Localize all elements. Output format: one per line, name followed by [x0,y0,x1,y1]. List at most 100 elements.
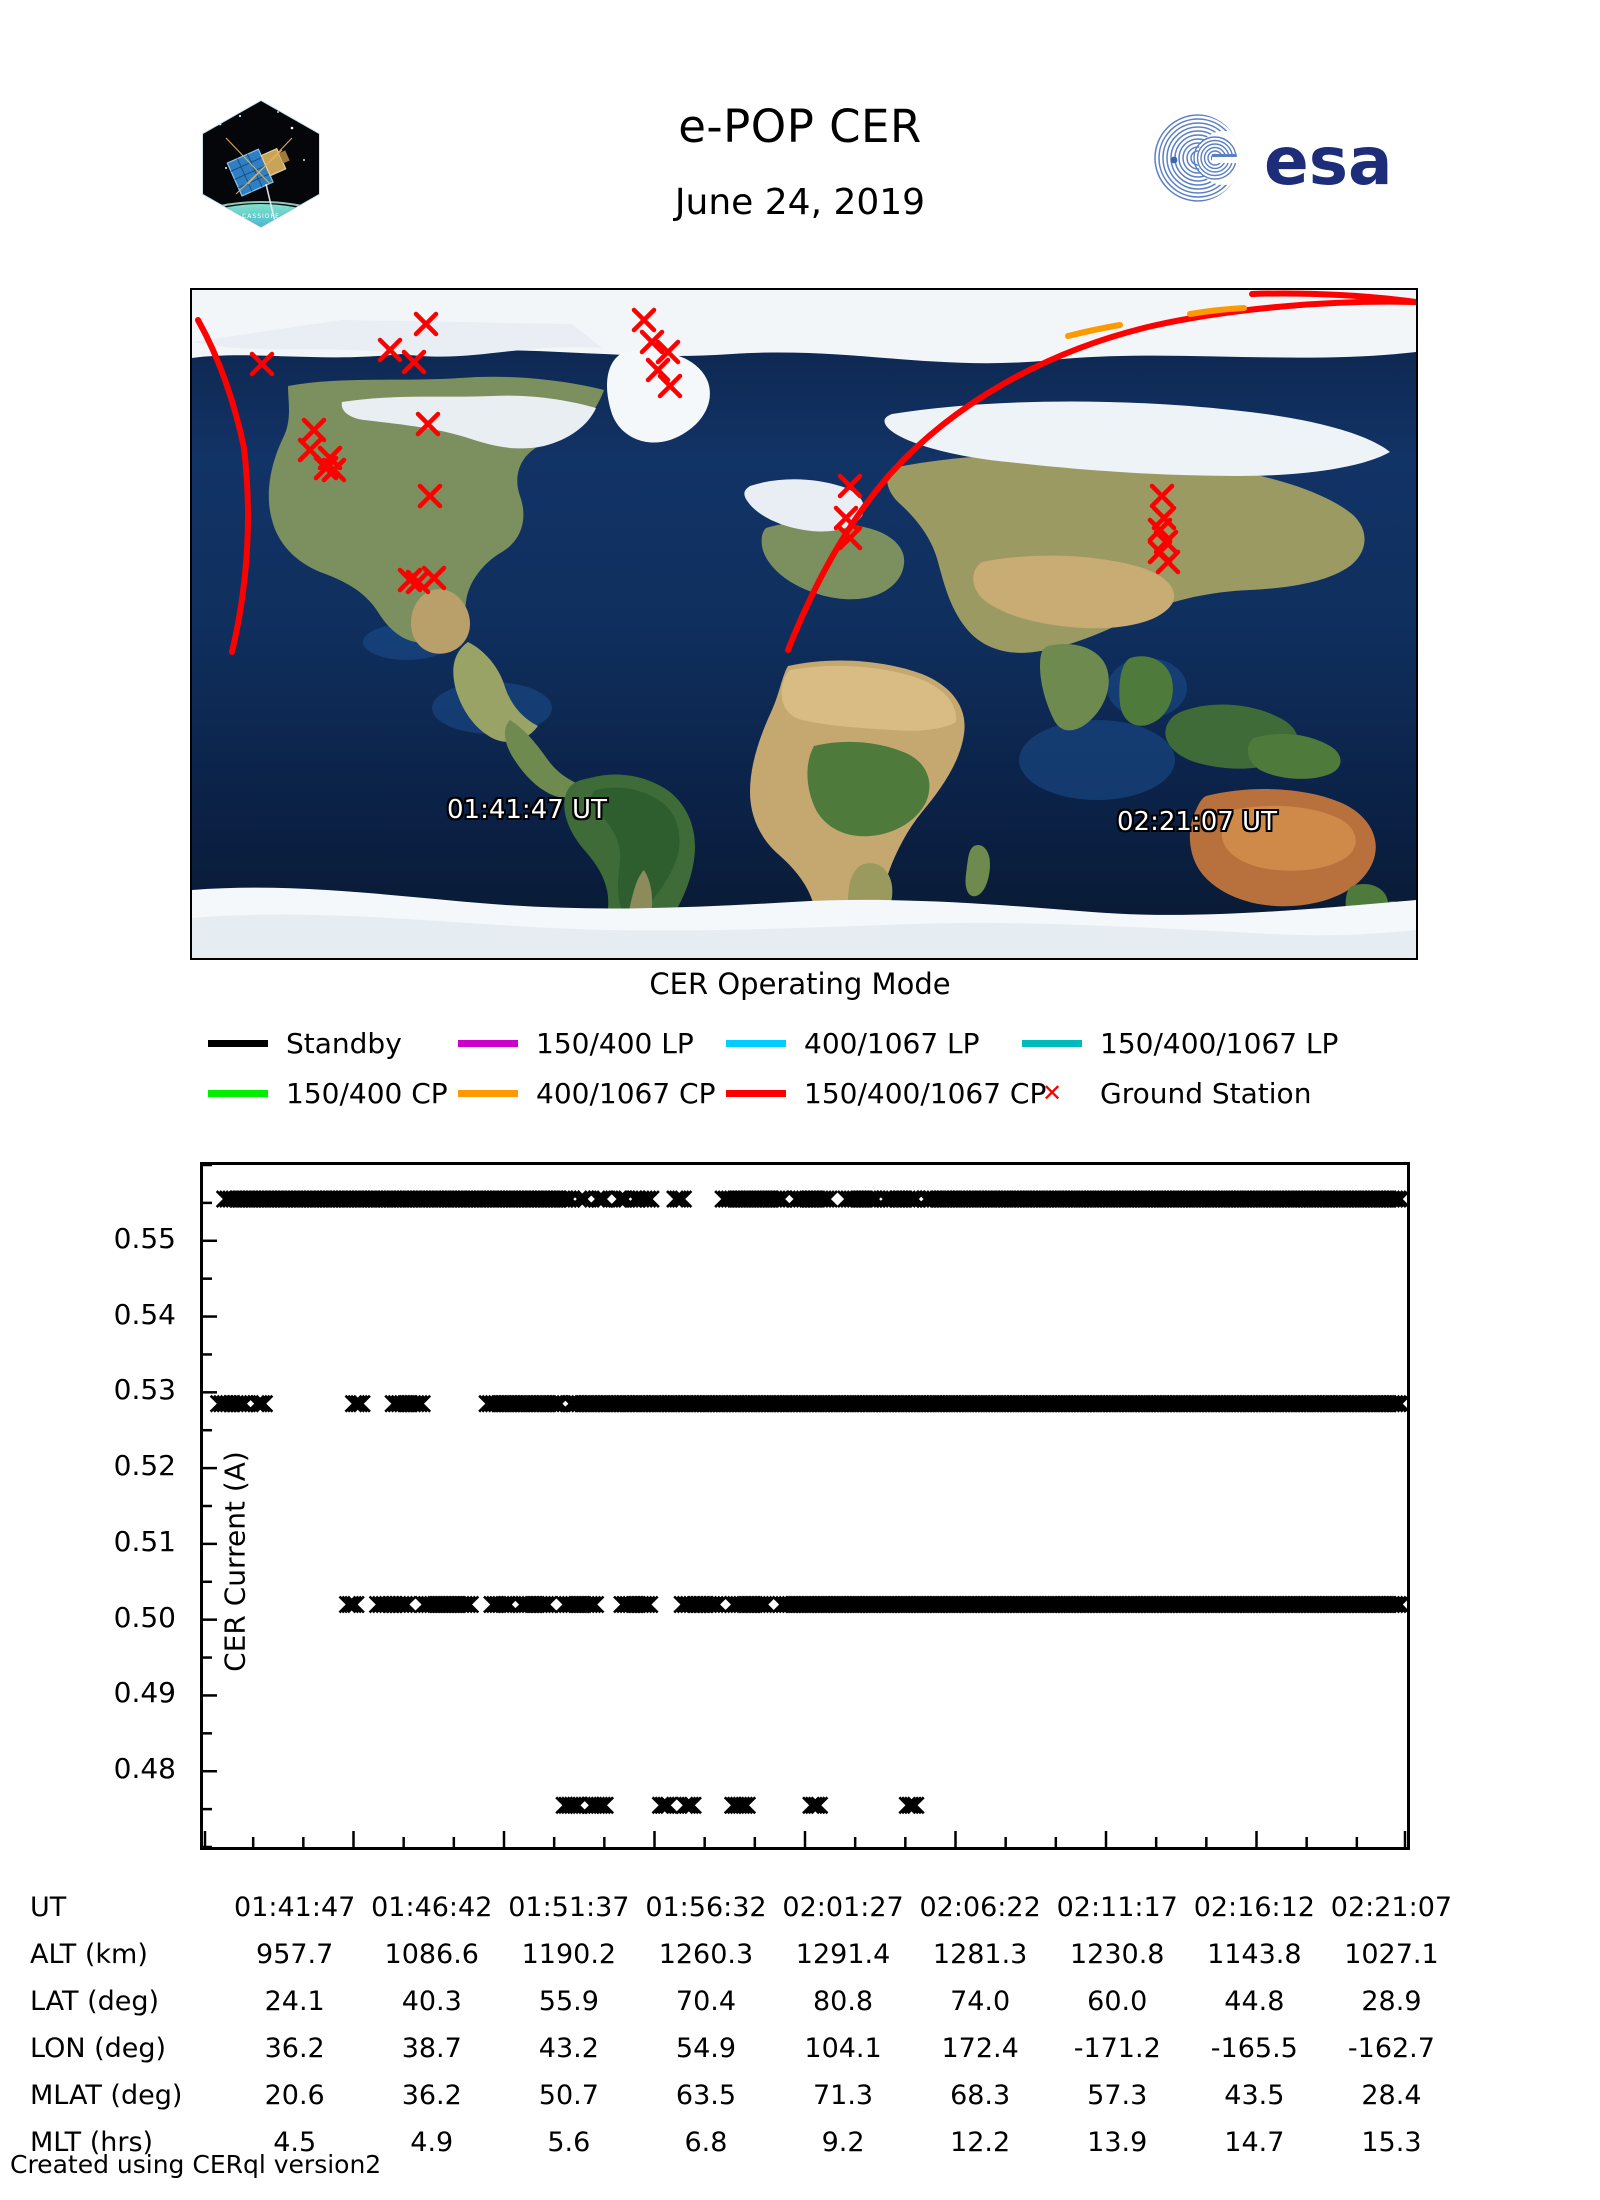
table-cell: 57.3 [1087,2080,1148,2111]
operating-mode-legend: Standby 150/400 LP 400/1067 LP 150/400/1… [208,1018,1448,1118]
table-cell: 44.8 [1224,1986,1285,2017]
table-cell: 50.7 [538,2080,599,2111]
table-cell: 36.2 [264,2033,325,2064]
y-axis-label: CER Current (A) [218,1451,252,1672]
legend-swatch-150-400-lp [458,1039,518,1047]
scatter-markers [209,1190,1407,1815]
table-cell: 1190.2 [521,1939,617,1970]
page-header: CASSIOPE e-POP CER June 24, 2019 [0,0,1600,270]
table-cell: -171.2 [1073,2033,1161,2064]
table-cell: 1281.3 [932,1939,1028,1970]
table-cell: 74.0 [950,1986,1011,2017]
table-row-label: ALT (km) [30,1939,148,1970]
orbit-parameters-table: UT 01:41:47 01:46:42 01:51:37 01:56:32 02:01:… [30,1884,1460,2166]
legend-item-150-400-cp[interactable]: 150/400 CP [208,1077,458,1110]
y-tick-label: 0.50 [113,1600,176,1634]
table-cell: 36.2 [401,2080,462,2111]
legend-label-150-400-lp: 150/400 LP [536,1026,694,1060]
world-map-image [192,290,1416,958]
table-cell: 70.4 [675,1986,737,2017]
table-cell: 02:06:22 [919,1892,1041,1923]
page-subtitle-date: June 24, 2019 [674,182,926,223]
table-cell: 54.9 [675,2033,737,2064]
table-cell: -165.5 [1210,2033,1298,2064]
table-cell: -162.7 [1347,2033,1435,2064]
table-cell: 1027.1 [1344,1939,1439,1970]
table-cell: 01:41:47 [234,1892,356,1923]
cer-current-scatter-plot[interactable]: CER Current (A) [200,1162,1410,1850]
table-cell: 63.5 [675,2080,737,2111]
ground-station-x-icon: ✕ [1041,1079,1063,1107]
ground-station-marker [249,307,1181,595]
table-cell: 1291.4 [795,1939,891,1970]
table-cell: 20.6 [264,2080,325,2111]
table-cell: 71.3 [812,2080,874,2111]
table-cell: 02:16:12 [1193,1892,1315,1923]
table-cell: 12.2 [950,2127,1011,2158]
table-cell: 9.2 [821,2127,865,2158]
table-cell: 13.9 [1087,2127,1148,2158]
table-row: UT 01:41:47 01:46:42 01:51:37 01:56:32 02:01:… [30,1884,1460,1931]
table-cell: 38.7 [401,2033,462,2064]
legend-label-400-1067-lp: 400/1067 LP [804,1026,980,1060]
table-row-label: MLT (hrs) [30,2127,154,2158]
table-cell: 28.9 [1361,1986,1422,2017]
table-cell: 02:01:27 [782,1892,904,1923]
table-cell: 14.7 [1224,2127,1285,2158]
y-tick-label: 0.53 [113,1373,176,1407]
y-tick-label: 0.49 [113,1676,176,1710]
table-cell: 55.9 [538,1986,599,2017]
legend-label-150-400-1067-lp: 150/400/1067 LP [1100,1026,1339,1060]
table-cell: 24.1 [264,1986,325,2017]
legend-item-standby[interactable]: Standby [208,1027,458,1060]
table-cell: 172.4 [941,2033,1019,2064]
table-cell: 5.6 [547,2127,591,2158]
table-cell: 01:56:32 [645,1892,767,1923]
table-row: MLT (hrs) 4.5 4.9 5.6 6.8 9.2 12.2 13.9 14.7 15.3 [30,2119,1460,2166]
table-cell: 1086.6 [384,1939,479,1970]
table-cell: 15.3 [1361,2127,1422,2158]
legend-item-150-400-1067-cp[interactable]: 150/400/1067 CP [726,1077,1046,1110]
legend-swatch-150-400-1067-cp [726,1089,786,1097]
footer-credit: Created using CERql version2 [10,2150,382,2179]
y-tick-label: 0.55 [113,1221,176,1255]
table-row-label: LAT (deg) [30,1986,160,2017]
table-cell: 02:11:17 [1056,1892,1178,1923]
y-tick-label: 0.54 [113,1297,176,1331]
world-map-panel[interactable]: 02:21:07 UT 01:41:47 UT [190,288,1418,960]
table-row: ALT (km) 957.7 1086.6 1190.2 1260.3 1291.4 128… [30,1931,1460,1978]
y-tick-label: 0.48 [113,1752,176,1786]
legend-row-1: Standby 150/400 LP 400/1067 LP 150/400/1… [208,1018,1448,1068]
legend-item-150-400-1067-lp[interactable]: 150/400/1067 LP [1022,1027,1338,1060]
table-row-label: UT [30,1892,67,1923]
map-time-label-start: 01:41:47 UT [447,795,607,825]
table-cell: 01:46:42 [371,1892,493,1923]
table-cell: 28.4 [1361,2080,1422,2111]
table-cell: 6.8 [684,2127,728,2158]
svg-text:esa: esa [1264,123,1393,200]
table-cell: 1230.8 [1069,1939,1165,1970]
table-cell: 43.5 [1224,2080,1285,2111]
legend-item-400-1067-cp[interactable]: 400/1067 CP [458,1077,726,1110]
legend-label-standby: Standby [286,1026,402,1060]
legend-row-2: 150/400 CP 400/1067 CP 150/400/1067 CP ✕… [208,1068,1448,1118]
legend-swatch-150-400-cp [208,1089,268,1097]
legend-label-ground-station: Ground Station [1100,1076,1312,1110]
table-row: LON (deg) 36.2 38.7 43.2 54.9 104.1 172.4 -171.… [30,2025,1460,2072]
legend-swatch-standby [208,1039,268,1047]
legend-swatch-400-1067-lp [726,1039,786,1047]
y-tick-label: 0.52 [113,1449,176,1483]
legend-item-ground-station[interactable]: ✕ Ground Station [1022,1076,1312,1110]
table-cell: 02:21:07 [1330,1892,1453,1923]
operating-mode-title: CER Operating Mode [649,967,951,1001]
legend-swatch-400-1067-cp [458,1089,518,1097]
legend-label-150-400-1067-cp: 150/400/1067 CP [804,1076,1047,1110]
legend-item-400-1067-lp[interactable]: 400/1067 LP [726,1027,1022,1060]
table-body: UT 01:41:47 01:46:42 01:51:37 01:56:32 02:01:… [30,1884,1460,2166]
table-cell: 4.9 [410,2127,454,2158]
table-cell: 68.3 [950,2080,1011,2111]
legend-item-150-400-lp[interactable]: 150/400 LP [458,1027,726,1060]
table-cell: 1143.8 [1207,1939,1302,1970]
page-title: e-POP CER [678,100,922,153]
table-cell: 1260.3 [658,1939,754,1970]
